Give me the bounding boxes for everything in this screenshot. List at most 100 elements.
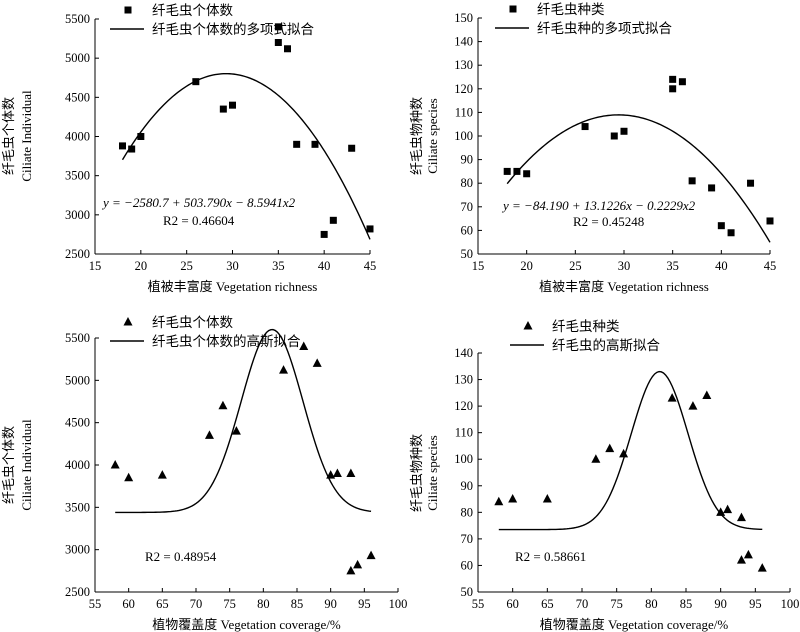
data-point bbox=[311, 140, 319, 148]
data-point bbox=[667, 393, 677, 402]
data-point bbox=[219, 105, 227, 113]
data-point bbox=[119, 142, 126, 150]
y-tick-label: 60 bbox=[461, 558, 474, 572]
y-axis-label-en: Ciliate Individual bbox=[19, 90, 34, 182]
data-point bbox=[366, 225, 374, 233]
data-point bbox=[702, 390, 712, 399]
y-tick-label: 150 bbox=[454, 11, 473, 25]
legend-label-points: 纤毛虫种类 bbox=[537, 2, 605, 17]
legend-label-points: 纤毛虫个体数 bbox=[152, 315, 233, 330]
data-point bbox=[747, 179, 755, 187]
legend-marker-icon bbox=[523, 321, 533, 330]
y-axis-label-en: Ciliate species bbox=[425, 435, 440, 510]
chart-panel-3: 2500 3000 3500 4000 4500 5000 5500 55 60 65 70 75 80… bbox=[1, 315, 407, 632]
y-tick-label: 80 bbox=[461, 505, 474, 519]
data-point bbox=[669, 75, 677, 83]
data-point bbox=[274, 39, 282, 46]
y-tick-label: 100 bbox=[454, 452, 473, 466]
fit-curve bbox=[506, 114, 771, 243]
x-tick-label: 40 bbox=[715, 259, 728, 273]
y-axis-label-cn: 纤毛虫物种数 bbox=[409, 434, 424, 512]
legend-label-fit: 纤毛虫个体数的多项式拟合 bbox=[152, 21, 314, 37]
x-tick-label: 80 bbox=[257, 597, 270, 611]
x-tick-label: 30 bbox=[226, 259, 239, 273]
data-point bbox=[157, 470, 167, 479]
fit-equation: y = −84.190 + 13.1226x − 0.2229x2 bbox=[501, 198, 696, 213]
x-tick-label: 80 bbox=[645, 597, 658, 611]
data-point bbox=[736, 512, 746, 522]
data-point bbox=[366, 550, 376, 560]
y-tick-label: 50 bbox=[461, 247, 474, 261]
data-point bbox=[723, 504, 733, 514]
y-tick-label: 4000 bbox=[65, 458, 90, 472]
data-point bbox=[218, 400, 228, 410]
data-point bbox=[353, 559, 363, 569]
x-tick-label: 15 bbox=[89, 259, 102, 273]
data-point bbox=[229, 101, 236, 109]
data-point bbox=[279, 365, 289, 374]
y-tick-label: 5500 bbox=[65, 331, 90, 345]
y-tick-label: 4500 bbox=[65, 416, 90, 430]
x-axis-label: 植被丰富度 Vegetation richness bbox=[148, 279, 318, 294]
y-tick-label: 3000 bbox=[65, 208, 90, 222]
legend-label-points: 纤毛虫种类 bbox=[552, 319, 620, 334]
data-point bbox=[326, 470, 336, 479]
x-axis-label: 植被丰富度 Vegetation richness bbox=[539, 279, 709, 294]
x-tick-label: 100 bbox=[781, 597, 800, 611]
data-point bbox=[320, 230, 328, 238]
x-tick-label: 55 bbox=[472, 597, 485, 611]
y-tick-label: 60 bbox=[461, 223, 474, 237]
data-point bbox=[743, 549, 753, 559]
x-tick-label: 65 bbox=[156, 597, 169, 611]
x-tick-label: 20 bbox=[135, 259, 148, 273]
legend-marker-icon bbox=[124, 6, 132, 14]
y-tick-label: 5500 bbox=[65, 12, 90, 26]
y-axis-label-en: Ciliate species bbox=[425, 98, 440, 173]
y-tick-label: 120 bbox=[454, 82, 473, 96]
data-point bbox=[494, 496, 504, 506]
y-tick-label: 70 bbox=[461, 532, 474, 546]
chart-panel-4: 50 60 70 80 90 100 110 120 130 140 55 60 65 70 75 80 85 9… bbox=[409, 319, 799, 632]
x-tick-label: 55 bbox=[89, 597, 102, 611]
data-point bbox=[293, 140, 301, 148]
y-tick-label: 3000 bbox=[65, 543, 90, 557]
data-point bbox=[204, 430, 214, 439]
x-axis-label: 植物覆盖度 Vegetation coverage/% bbox=[540, 617, 729, 632]
y-tick-label: 100 bbox=[454, 129, 473, 143]
data-point bbox=[717, 222, 725, 230]
data-point bbox=[581, 123, 589, 131]
y-tick-label: 3500 bbox=[65, 500, 90, 514]
data-point bbox=[716, 507, 726, 516]
r-squared-label: R2 = 0.45248 bbox=[573, 214, 644, 229]
x-tick-label: 85 bbox=[291, 597, 304, 611]
data-point bbox=[669, 85, 677, 93]
fit-equation: y = −2580.7 + 503.790x − 8.5941x2 bbox=[101, 195, 296, 210]
x-tick-label: 15 bbox=[472, 259, 485, 273]
data-point bbox=[348, 144, 356, 152]
data-point bbox=[231, 426, 241, 435]
x-tick-label: 60 bbox=[506, 597, 519, 611]
y-tick-label: 80 bbox=[461, 176, 474, 190]
data-point bbox=[137, 133, 145, 140]
y-tick-label: 50 bbox=[461, 585, 474, 599]
data-point bbox=[346, 468, 356, 477]
x-tick-label: 95 bbox=[749, 597, 762, 611]
data-point bbox=[620, 127, 628, 135]
y-tick-label: 4000 bbox=[65, 130, 90, 144]
x-tick-label: 20 bbox=[520, 259, 533, 273]
chart-panel-2: 50 60 70 80 90 100 110 120 130 140 150 15 20 25 30 35 40… bbox=[409, 2, 776, 294]
chart-panel-1: 2500 3000 3500 4000 4500 5000 5500 15 20 25 30 35 40… bbox=[1, 3, 376, 294]
data-point bbox=[513, 167, 521, 175]
x-tick-label: 45 bbox=[764, 259, 777, 273]
data-point bbox=[619, 448, 629, 458]
y-tick-label: 4500 bbox=[65, 90, 90, 104]
x-tick-label: 100 bbox=[389, 597, 408, 611]
r-squared-label: R2 = 0.58661 bbox=[515, 549, 586, 564]
legend-label-fit: 纤毛虫个体数的高斯拟合 bbox=[152, 333, 301, 349]
data-point bbox=[678, 78, 686, 86]
y-tick-label: 140 bbox=[454, 35, 473, 49]
data-point bbox=[605, 443, 615, 453]
x-tick-label: 70 bbox=[190, 597, 203, 611]
x-tick-label: 95 bbox=[358, 597, 371, 611]
